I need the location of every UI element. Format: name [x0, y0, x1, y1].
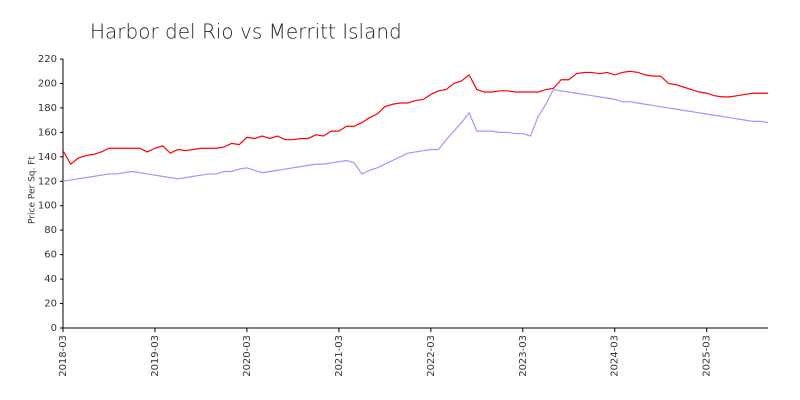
x-tick-label: 2022-03: [426, 335, 437, 377]
line-series: [62, 88, 769, 182]
x-tick-label: 2019-03: [150, 335, 161, 377]
y-tick-label: 40: [44, 274, 57, 285]
chart-title: Harbor del Rio vs Merritt Island: [90, 20, 402, 44]
x-tick-label: 2018-03: [58, 335, 69, 377]
y-tick-label: 120: [38, 176, 57, 187]
line-series: [62, 70, 768, 166]
y-tick-label: 20: [44, 299, 57, 310]
y-tick-label: 140: [38, 152, 57, 163]
y-tick-label: 0: [51, 323, 57, 334]
x-tick-label: 2021-03: [334, 335, 345, 377]
x-tick-label: 2023-03: [518, 335, 529, 377]
x-tick-label: 2025-03: [702, 335, 713, 377]
y-axis-label: Price Per Sq. Ft: [28, 156, 38, 224]
y-tick-label: 100: [38, 201, 57, 212]
y-tick-label: 60: [44, 250, 57, 261]
x-tick-label: 2020-03: [242, 335, 253, 377]
y-tick-label: 200: [38, 78, 57, 89]
y-tick-label: 80: [44, 225, 57, 236]
x-tick-label: 2024-03: [610, 335, 621, 377]
y-tick-label: 160: [38, 127, 57, 138]
y-tick-label: 180: [38, 103, 57, 114]
y-tick-label: 220: [38, 54, 57, 65]
